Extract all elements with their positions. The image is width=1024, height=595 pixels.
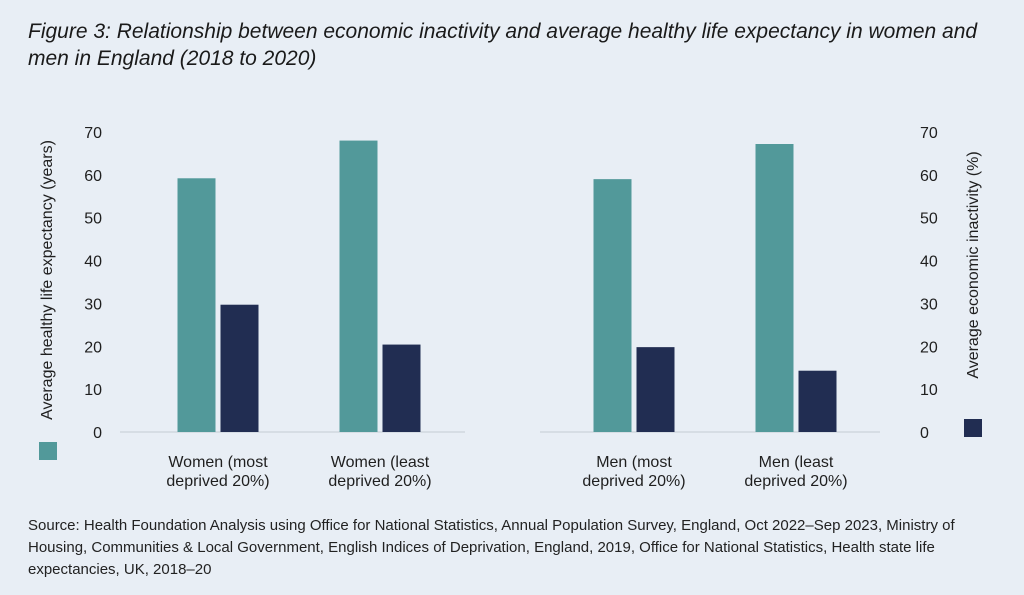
left-tick-label: 40 [84,254,102,271]
left-tick-label: 70 [84,125,102,142]
left-tick-label: 30 [84,296,102,313]
bar-life-expectancy [177,178,216,432]
chart-title: Figure 3: Relationship between economic … [28,18,988,72]
bar-life-expectancy [339,140,378,433]
bar-economic-inactivity [636,347,675,432]
category-label: Men (most deprived 20%) [582,454,685,490]
category-label: Women (most deprived 20%) [166,454,269,490]
left-tick-label: 20 [84,339,102,356]
left-tick-label: 0 [93,425,102,442]
right-tick-label: 70 [920,125,938,142]
right-y-axis-ticks: 0 10 20 30 40 50 60 70 [920,125,938,442]
category-label: Men (least deprived 20%) [744,454,847,490]
left-tick-label: 50 [84,211,102,228]
left-tick-label: 60 [84,168,102,185]
bar-economic-inactivity [798,370,837,432]
right-tick-label: 50 [920,211,938,228]
bar-chart: 0 10 20 30 40 50 60 70 0 10 20 30 40 50 60 70 Women (m… [39,125,982,490]
bar-life-expectancy [755,144,794,432]
legend-swatch-life-expectancy [39,442,57,460]
left-y-axis-ticks: 0 10 20 30 40 50 60 70 [84,125,102,442]
source-note: Source: Health Foundation Analysis using… [28,517,955,578]
right-tick-label: 60 [920,168,938,185]
right-tick-label: 30 [920,296,938,313]
left-axis-title: Average healthy life expectancy (years) [39,140,56,420]
bar-economic-inactivity [382,344,421,432]
bar-life-expectancy [593,179,632,432]
right-tick-label: 40 [920,254,938,271]
category-label: Women (least deprived 20%) [328,454,431,490]
right-tick-label: 20 [920,339,938,356]
left-tick-label: 10 [84,382,102,399]
right-tick-label: 10 [920,382,938,399]
bars [177,140,837,433]
bar-economic-inactivity [220,304,259,432]
figure-caption: : Relationship between economic inactivi… [28,20,978,70]
legend-swatch-economic-inactivity [964,419,982,437]
right-axis-title: Average economic inactivity (%) [965,151,982,378]
right-tick-label: 0 [920,425,929,442]
category-labels: Women (most deprived 20%) Women (least depr… [166,454,847,490]
figure-number: Figure 3 [28,20,106,43]
